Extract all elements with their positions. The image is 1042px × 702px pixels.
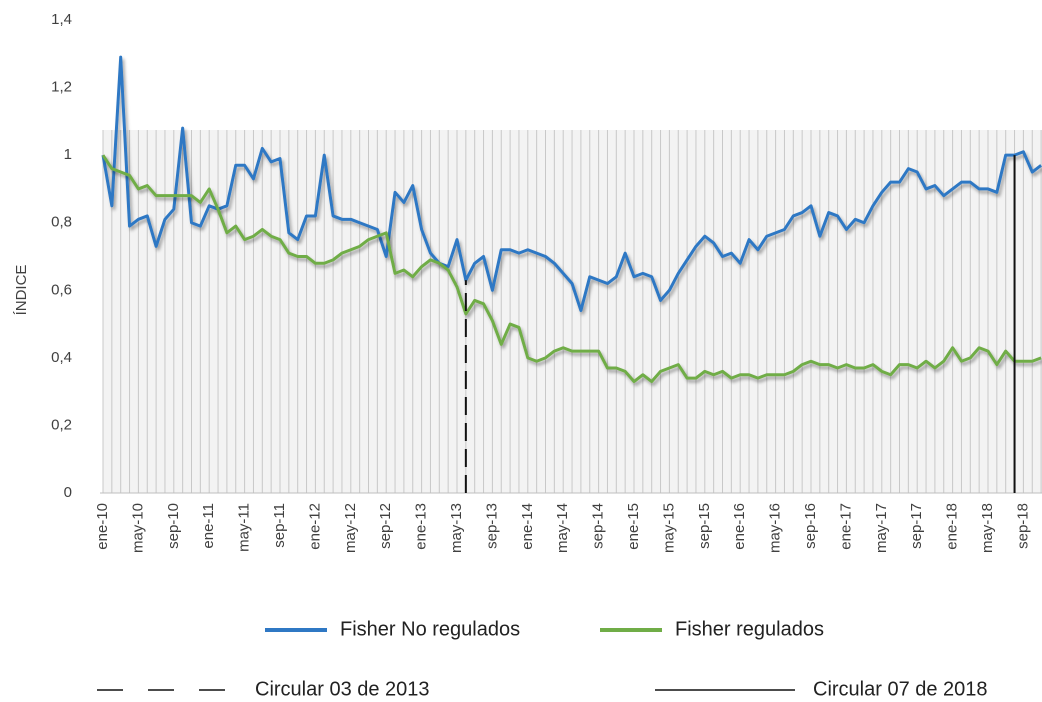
x-tick-label: may-13 [448,503,465,553]
x-tick-label: sep-15 [696,503,713,549]
x-tick-label: ene-16 [731,503,748,550]
x-tick-label: may-14 [554,503,571,553]
x-tick-label: sep-11 [271,503,288,548]
y-tick-label: 1,4 [51,11,72,28]
y-tick-label: 1,2 [51,79,72,96]
x-tick-label: sep-17 [908,503,925,549]
x-tick-label: may-16 [767,503,784,553]
legend-label: Circular 07 de 2018 [813,678,988,700]
series-line [101,154,1042,384]
y-axis-label: ÍNDICE [13,265,30,316]
y-tick-label: 0,6 [51,281,72,298]
x-tick-label: may-17 [873,503,890,553]
x-tick-label: may-11 [236,503,253,552]
x-tick-label: may-10 [129,503,146,553]
series-line [101,55,1042,313]
legend-label: Fisher regulados [675,618,824,640]
x-tick-label: ene-11 [200,503,217,549]
x-tick-label: ene-14 [519,503,536,550]
x-tick-label: sep-12 [377,503,394,549]
legend-label: Circular 03 de 2013 [255,678,430,700]
x-tick-label: ene-13 [413,503,430,550]
x-tick-label: ene-15 [625,503,642,550]
x-tick-label: may-12 [342,503,359,553]
y-tick-label: 0,2 [51,416,72,433]
x-tick-label: sep-13 [483,503,500,549]
x-tick-label: ene-18 [944,503,961,550]
x-tick-label: ene-12 [306,503,323,550]
y-tick-label: 0,4 [51,349,72,366]
legend-label: Fisher No regulados [340,618,520,640]
x-tick-label: ene-10 [94,503,111,550]
x-tick-label: may-15 [660,503,677,553]
y-tick-label: 1 [64,146,72,163]
x-tick-label: ene-17 [837,503,854,550]
y-tick-label: 0 [64,484,72,501]
x-tick-label: sep-14 [590,503,607,549]
x-tick-label: sep-16 [802,503,819,549]
y-tick-label: 0,8 [51,214,72,231]
x-tick-label: may-18 [979,503,996,553]
x-tick-label: sep-18 [1014,503,1031,549]
x-tick-label: sep-10 [165,503,182,549]
